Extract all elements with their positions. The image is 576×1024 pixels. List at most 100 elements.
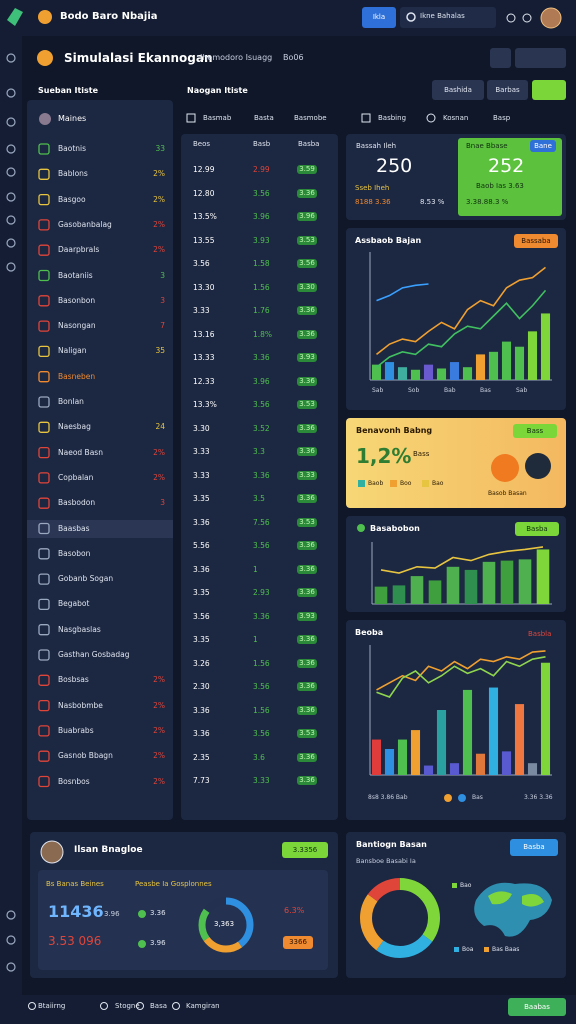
text: Bas bbox=[480, 387, 491, 394]
text: 3.36 bbox=[150, 909, 166, 917]
list-item[interactable]: Gasnob Bbagn bbox=[58, 751, 113, 761]
footer-item[interactable]: Btaiirng bbox=[38, 1002, 66, 1010]
badge[interactable]: Barbas bbox=[487, 80, 528, 100]
badge: 3.53 bbox=[297, 235, 317, 245]
badge: 3.53 bbox=[297, 729, 317, 738]
text: 3.56 bbox=[253, 682, 270, 691]
list-item[interactable]: Begabot bbox=[58, 599, 90, 609]
title-icon bbox=[37, 50, 53, 66]
list-item[interactable]: Baotnis bbox=[58, 144, 87, 153]
text: 3.35 bbox=[193, 635, 210, 644]
text: 11436 bbox=[48, 902, 104, 921]
text: Beos bbox=[193, 140, 211, 148]
text: Ihemodoro Isuagg bbox=[200, 53, 273, 62]
text: 13.30 bbox=[193, 282, 215, 292]
tab-icon bbox=[426, 113, 436, 123]
item-value: 2% bbox=[153, 472, 165, 482]
footer-item[interactable]: Basa bbox=[150, 1002, 168, 1010]
list-item[interactable]: Naesbag bbox=[58, 422, 91, 432]
text: Basta bbox=[254, 114, 274, 122]
badge: Bassaba bbox=[514, 234, 558, 248]
list-item[interactable]: Bonlan bbox=[58, 397, 84, 406]
badge: 3.30 bbox=[297, 282, 317, 292]
badge: 3.3356 bbox=[282, 842, 328, 858]
list-item[interactable]: Naeod Basn bbox=[58, 447, 103, 457]
badge: 3.36 bbox=[297, 776, 317, 785]
search-box[interactable] bbox=[400, 7, 496, 28]
badge[interactable]: Bashida bbox=[432, 80, 484, 100]
icon-button[interactable] bbox=[490, 48, 511, 68]
tab-icon bbox=[361, 113, 371, 123]
text: 3.33 bbox=[193, 470, 210, 480]
text: Bao bbox=[460, 882, 472, 889]
text: 3.30 bbox=[193, 423, 210, 433]
footer-item[interactable]: Kamgiran bbox=[186, 1002, 220, 1010]
list-item[interactable]: Baotaniis bbox=[58, 270, 93, 280]
text: 1,2% bbox=[356, 444, 412, 468]
selected-row[interactable] bbox=[27, 519, 173, 538]
text: 3.56 bbox=[253, 541, 270, 550]
badge: 3.36 bbox=[297, 541, 317, 550]
list-item[interactable]: Basobon bbox=[58, 548, 91, 558]
text: Maines bbox=[58, 114, 87, 123]
badge: 3.36 bbox=[297, 306, 317, 315]
list-item[interactable]: Basbodon bbox=[58, 498, 96, 508]
item-value: 7 bbox=[160, 321, 165, 331]
list-item[interactable]: Nasongan bbox=[58, 321, 96, 331]
badge: Bass bbox=[513, 424, 557, 438]
text: Bodo Baro Nbajia bbox=[60, 11, 158, 22]
badge: 3.36 bbox=[297, 752, 317, 762]
text: 3.93 bbox=[253, 235, 270, 245]
list-item[interactable]: Buabrabs bbox=[58, 725, 94, 735]
text: 3.36 bbox=[193, 729, 210, 738]
text: Bas bbox=[472, 794, 483, 801]
list-item[interactable]: Naligan bbox=[58, 346, 87, 356]
text: Bansboe Basabi Ia bbox=[356, 857, 416, 865]
text: Boa bbox=[462, 946, 474, 953]
badge: 3.36 bbox=[297, 682, 317, 691]
text: 2.35 bbox=[193, 752, 210, 762]
list-item[interactable]: Nasbobmbe bbox=[58, 700, 103, 710]
badge[interactable]: Baabas bbox=[508, 998, 566, 1016]
text: Kosnan bbox=[443, 114, 469, 122]
item-value: 24 bbox=[155, 422, 165, 432]
list-item[interactable]: Copbalan bbox=[58, 472, 94, 482]
badge: 3.59 bbox=[297, 165, 317, 174]
text: 3.3 bbox=[253, 447, 265, 456]
text: 1.8% bbox=[253, 329, 273, 339]
list-item[interactable]: Bablons bbox=[58, 169, 88, 179]
text: 7.56 bbox=[253, 517, 270, 527]
tab-icon bbox=[186, 113, 196, 123]
list-item[interactable]: Basonbon bbox=[58, 295, 96, 305]
text: 3.36 bbox=[253, 611, 270, 621]
item-value: 33 bbox=[155, 144, 165, 153]
text: 12.99 bbox=[193, 165, 215, 174]
list-item[interactable]: Bosbsas bbox=[58, 675, 89, 685]
badge: 3.93 bbox=[297, 611, 317, 621]
footer-item[interactable]: Stogne bbox=[115, 1002, 140, 1010]
text: Bo06 bbox=[283, 53, 304, 62]
list-item[interactable]: Daarpbrals bbox=[58, 245, 100, 255]
list-item[interactable]: Bosnbos bbox=[58, 776, 90, 786]
list-item[interactable]: Baasbas bbox=[58, 523, 90, 533]
badge: 3.36 bbox=[297, 705, 317, 715]
badge: Basba bbox=[510, 839, 558, 856]
action-button[interactable] bbox=[532, 80, 566, 100]
text: Sueban Itiste bbox=[38, 86, 99, 95]
badge: 3.53 bbox=[297, 517, 317, 527]
text: 3.35 bbox=[193, 494, 210, 503]
list-item[interactable]: Basneben bbox=[58, 371, 96, 381]
item-value: 3 bbox=[160, 270, 165, 280]
text: 3.6 bbox=[253, 752, 265, 762]
list-item[interactable]: Basgoo bbox=[58, 194, 86, 204]
list-item[interactable]: Gasthan Gosbadag bbox=[58, 650, 130, 659]
text: Basbla bbox=[528, 630, 552, 638]
text: Assbaob Bajan bbox=[355, 236, 422, 245]
list-item[interactable]: Gobanb Sogan bbox=[58, 574, 114, 584]
list-item[interactable]: Gasobanbalag bbox=[58, 219, 112, 229]
text: 1.56 bbox=[253, 658, 270, 668]
list-item[interactable]: Nasgbaslas bbox=[58, 624, 101, 634]
icon-button[interactable] bbox=[515, 48, 566, 68]
badge[interactable]: Ikla bbox=[362, 7, 396, 28]
text: 3,363 bbox=[214, 920, 235, 928]
